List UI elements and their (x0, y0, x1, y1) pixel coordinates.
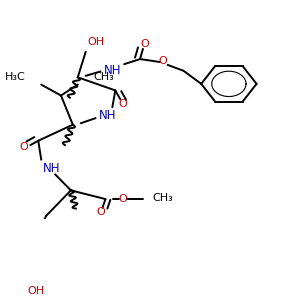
Text: NH: NH (43, 162, 61, 175)
Text: CH₃: CH₃ (94, 72, 114, 82)
Text: O: O (119, 194, 128, 204)
Text: CH₃: CH₃ (153, 193, 174, 202)
Text: O: O (96, 207, 105, 217)
Text: OH: OH (28, 286, 45, 296)
Text: H₃C: H₃C (5, 72, 26, 82)
Text: O: O (141, 40, 149, 50)
Text: NH: NH (99, 110, 116, 122)
Text: O: O (119, 99, 128, 109)
Text: OH: OH (88, 37, 105, 46)
Text: NH: NH (103, 64, 121, 76)
Text: O: O (158, 56, 167, 66)
Text: O: O (19, 142, 28, 152)
